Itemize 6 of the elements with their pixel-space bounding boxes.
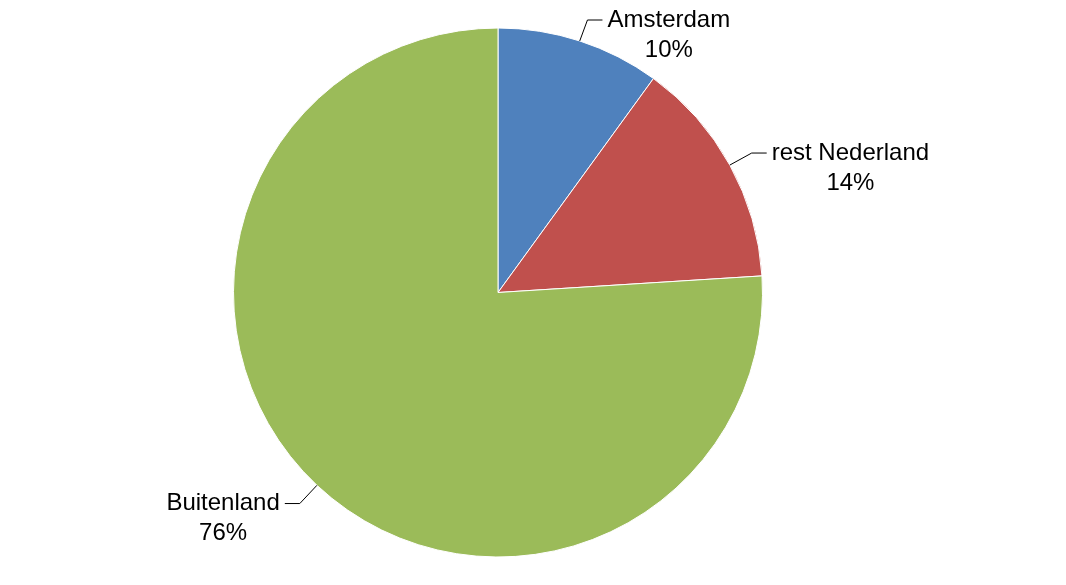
data-label: 10%	[644, 34, 693, 62]
data-label: 76%	[199, 518, 248, 546]
slice-label: Amsterdam	[607, 4, 731, 32]
data-label: 14%	[826, 167, 875, 195]
slice-label: rest Nederland	[771, 137, 930, 165]
slice-label: Buitenland	[166, 488, 280, 516]
